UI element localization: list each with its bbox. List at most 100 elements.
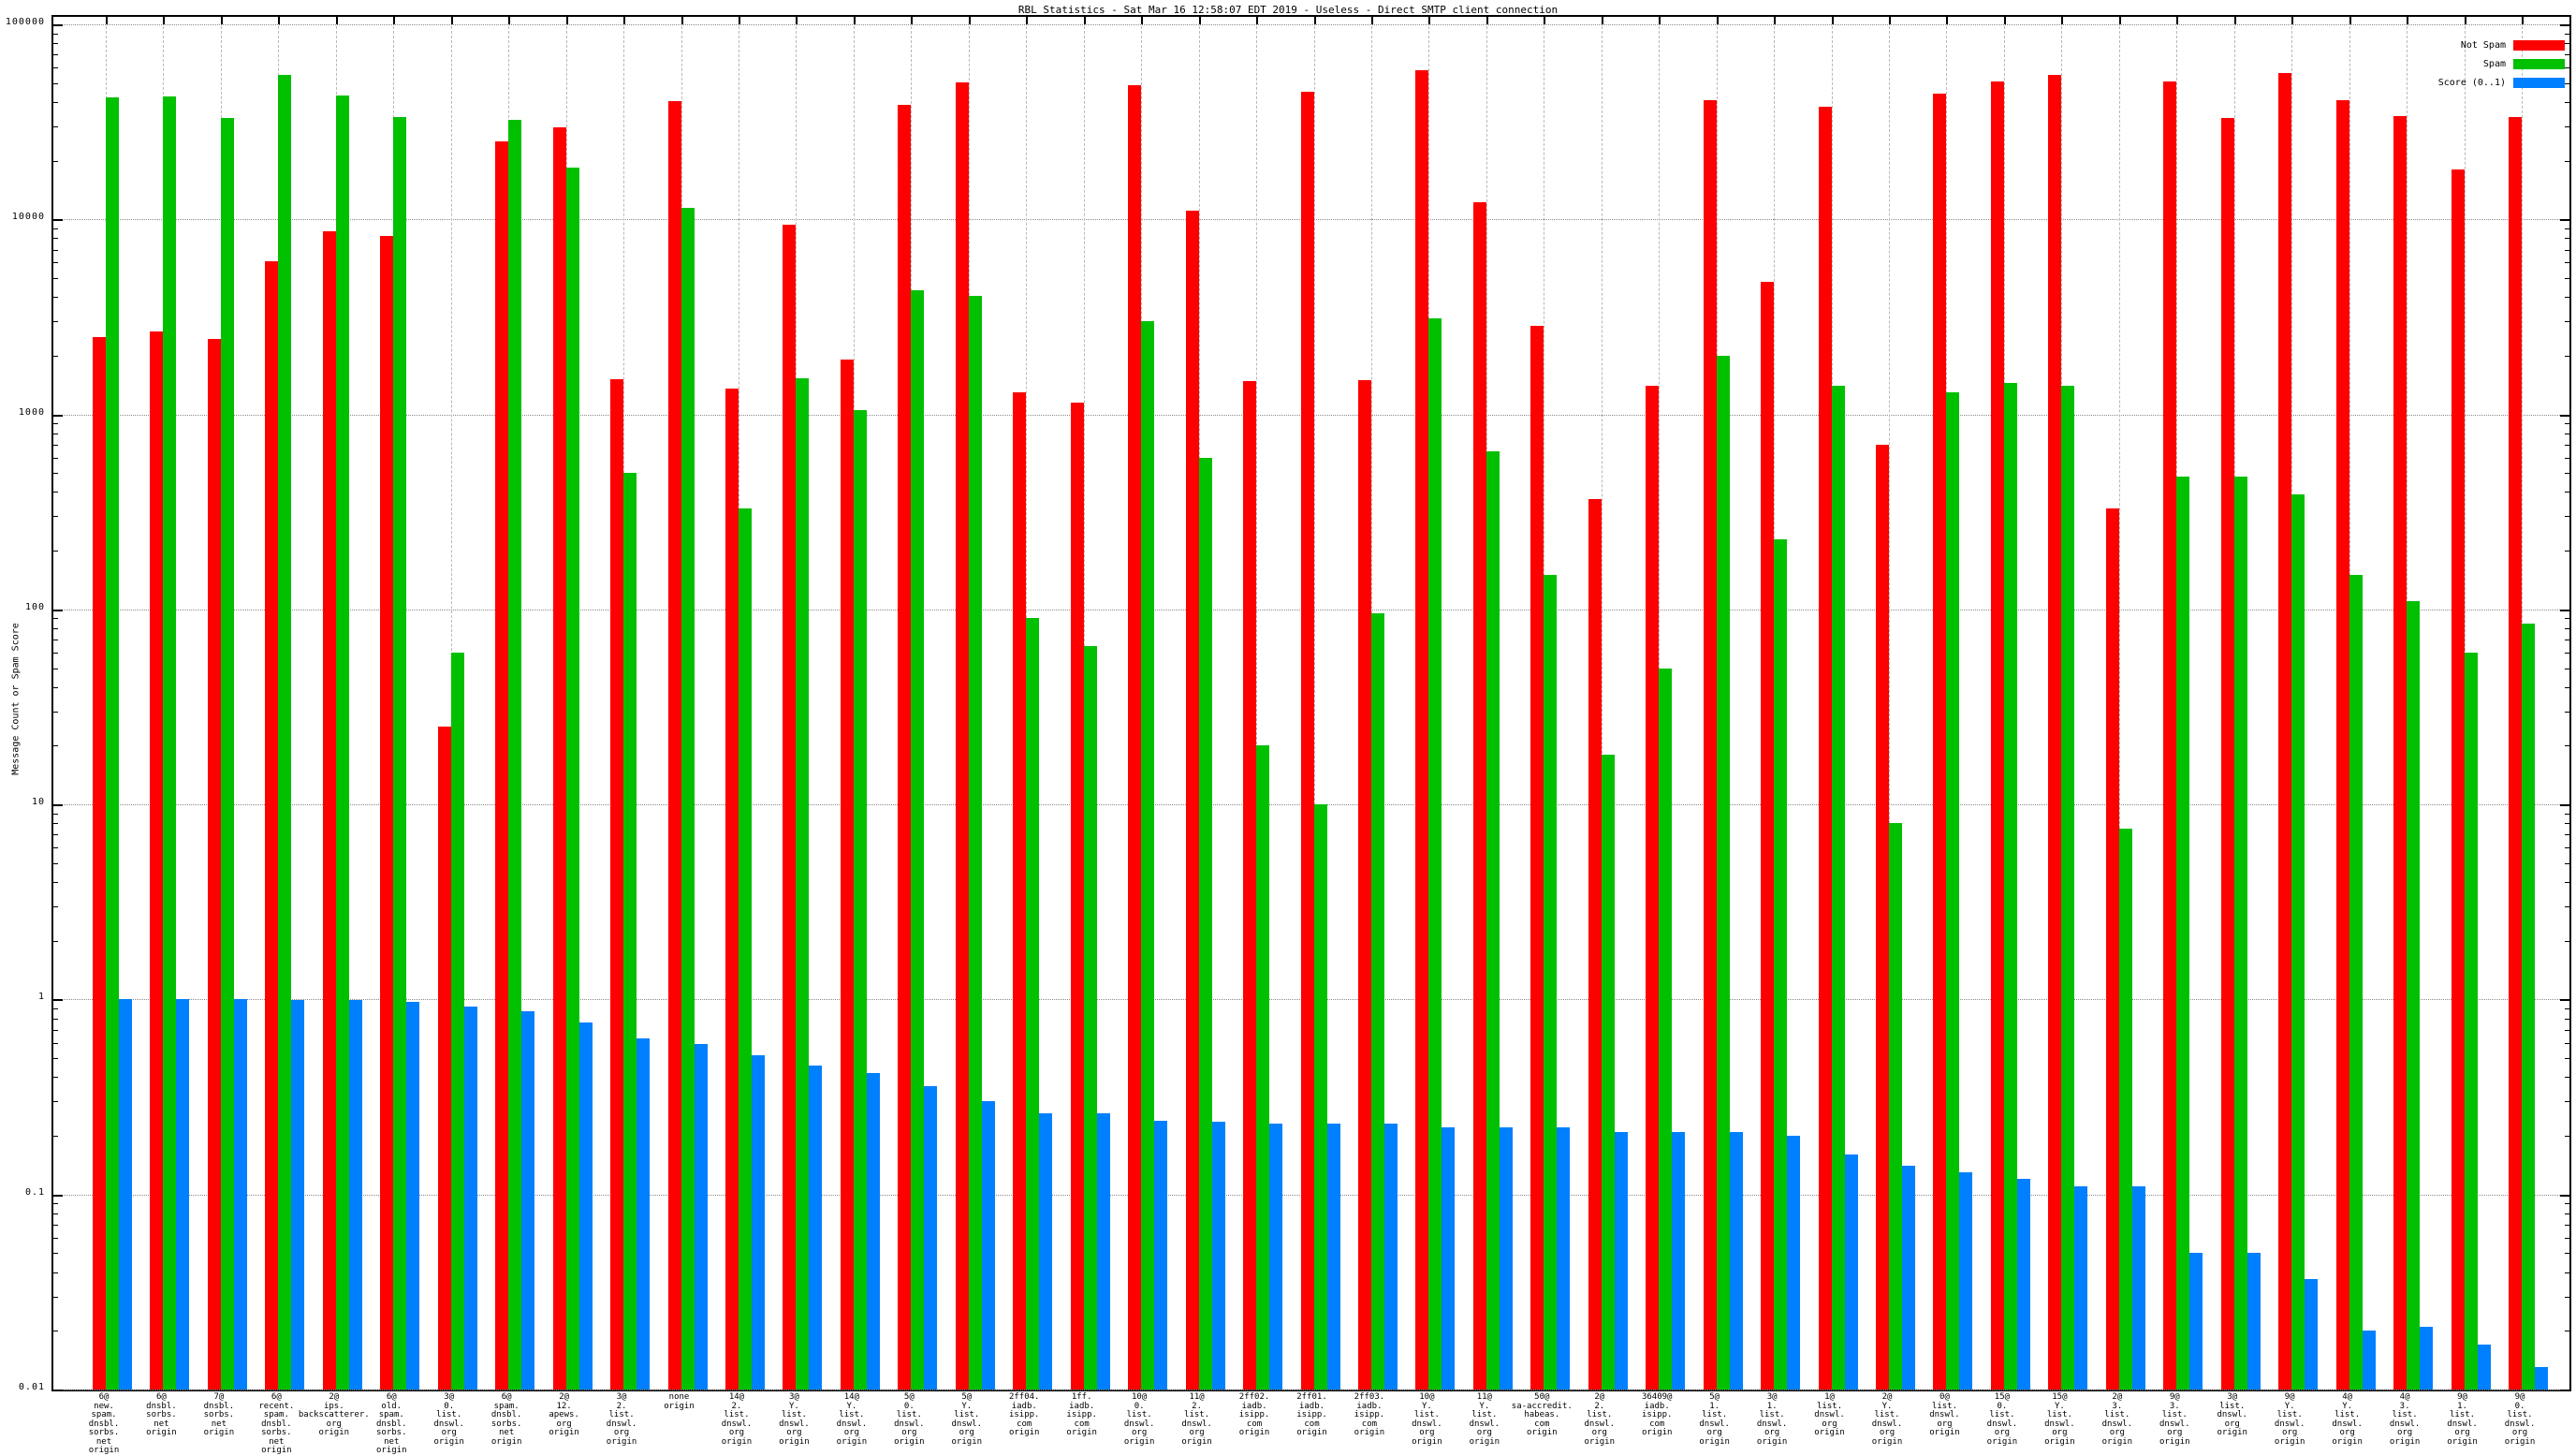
bar-score bbox=[521, 1011, 535, 1390]
y-minor-tick-right bbox=[2565, 1272, 2569, 1273]
y-minor-tick-right bbox=[2565, 1296, 2569, 1298]
bar-spam bbox=[1083, 645, 1097, 1390]
x-tick-top bbox=[1716, 17, 1719, 24]
y-minor-tick-right bbox=[2565, 1058, 2569, 1060]
x-tick-top bbox=[1774, 17, 1777, 24]
y-minor-tick-right bbox=[2565, 277, 2569, 279]
bar-score bbox=[2016, 1179, 2030, 1390]
bar-score bbox=[866, 1072, 880, 1390]
x-tick-label: 2@ Y. list. dnswl. org origin bbox=[1871, 1392, 1903, 1447]
y-minor-tick-left bbox=[53, 1029, 58, 1031]
legend-swatch bbox=[2513, 39, 2565, 51]
x-tick-top bbox=[1198, 17, 1201, 24]
bar-not-spam bbox=[2163, 81, 2177, 1390]
bar-not-spam bbox=[2278, 73, 2292, 1390]
legend-item-label: Score (0..1) bbox=[2437, 77, 2506, 88]
bar-spam bbox=[623, 473, 637, 1390]
y-minor-tick-left bbox=[53, 321, 58, 323]
y-minor-tick-right bbox=[2565, 711, 2569, 713]
y-minor-tick-right bbox=[2565, 1213, 2569, 1214]
bar-spam bbox=[681, 207, 695, 1390]
bar-not-spam bbox=[1761, 281, 1775, 1390]
y-minor-tick-right bbox=[2565, 1042, 2569, 1044]
y-major-tick-right bbox=[2560, 1389, 2569, 1391]
bar-spam bbox=[220, 118, 234, 1390]
bar-score bbox=[981, 1101, 995, 1390]
y-minor-tick-right bbox=[2565, 67, 2569, 69]
bar-not-spam bbox=[1415, 70, 1429, 1390]
bar-score bbox=[1211, 1122, 1225, 1390]
y-minor-tick-right bbox=[2565, 249, 2569, 251]
x-tick-top bbox=[796, 17, 798, 24]
x-tick-label: 6@ dnsbl. sorbs. net origin bbox=[146, 1392, 177, 1437]
x-tick-top bbox=[2118, 17, 2121, 24]
y-minor-tick-right bbox=[2565, 33, 2569, 35]
x-tick-top bbox=[2061, 17, 2064, 24]
y-minor-tick-left bbox=[53, 238, 58, 240]
y-minor-tick-left bbox=[53, 457, 58, 459]
y-major-tick-left bbox=[53, 804, 63, 807]
y-minor-tick-left bbox=[53, 249, 58, 251]
y-minor-tick-left bbox=[53, 847, 58, 849]
y-minor-tick-right bbox=[2565, 54, 2569, 56]
bar-score bbox=[578, 1022, 593, 1390]
bar-not-spam bbox=[1070, 402, 1084, 1390]
y-minor-tick-left bbox=[53, 1101, 58, 1103]
y-minor-tick-left bbox=[53, 1058, 58, 1060]
bar-spam bbox=[1256, 745, 1270, 1390]
y-minor-tick-right bbox=[2565, 238, 2569, 240]
y-minor-tick-left bbox=[53, 54, 58, 56]
y-minor-tick-left bbox=[53, 160, 58, 162]
bar-score bbox=[1442, 1127, 1456, 1390]
y-minor-tick-left bbox=[53, 516, 58, 518]
x-tick-top bbox=[1141, 17, 1144, 24]
y-minor-tick-right bbox=[2565, 1224, 2569, 1226]
y-minor-tick-right bbox=[2565, 321, 2569, 323]
legend: Not Spam Spam Score (0..1) bbox=[2438, 36, 2565, 92]
bar-not-spam bbox=[2105, 507, 2119, 1390]
bar-spam bbox=[2407, 601, 2421, 1390]
x-tick-label: 1ff. iadb. isipp. com origin bbox=[1066, 1392, 1097, 1437]
bar-spam bbox=[508, 119, 522, 1390]
bar-score bbox=[2535, 1367, 2548, 1390]
bar-not-spam bbox=[207, 338, 221, 1390]
y-minor-tick-right bbox=[2565, 516, 2569, 518]
y-minor-tick-right bbox=[2565, 906, 2569, 908]
y-minor-tick-right bbox=[2565, 1203, 2569, 1205]
bar-spam bbox=[2522, 623, 2535, 1390]
legend-item-label: Not Spam bbox=[2460, 39, 2506, 51]
x-tick-top bbox=[1544, 17, 1546, 24]
y-minor-tick-left bbox=[53, 355, 58, 357]
y-minor-tick-left bbox=[53, 101, 58, 103]
y-minor-tick-right bbox=[2565, 43, 2569, 45]
x-tick-label: 2@ 3. list. dnswl. org origin bbox=[2101, 1392, 2133, 1447]
bar-spam bbox=[163, 96, 177, 1390]
y-minor-tick-left bbox=[53, 906, 58, 908]
bar-score bbox=[1096, 1113, 1110, 1390]
x-tick-label: 2ff02. iadb. isipp. com origin bbox=[1238, 1392, 1270, 1437]
bar-score bbox=[348, 1000, 362, 1390]
x-tick-top bbox=[911, 17, 914, 24]
y-major-tick-left bbox=[53, 1389, 63, 1391]
bar-score bbox=[406, 1002, 420, 1390]
x-tick-top bbox=[1083, 17, 1086, 24]
bar-score bbox=[1557, 1127, 1571, 1390]
x-tick-top bbox=[1313, 17, 1316, 24]
bar-spam bbox=[1774, 538, 1788, 1390]
x-tick-top bbox=[220, 17, 223, 24]
x-tick-label: 0@ list. dnswl. org origin bbox=[1929, 1392, 1960, 1437]
bar-not-spam bbox=[93, 336, 106, 1390]
y-minor-tick-left bbox=[53, 1007, 58, 1009]
bar-score bbox=[809, 1065, 823, 1390]
y-minor-tick-left bbox=[53, 823, 58, 825]
x-tick-top bbox=[853, 17, 856, 24]
x-tick-top bbox=[106, 17, 108, 24]
y-minor-tick-left bbox=[53, 711, 58, 713]
y-major-tick-right bbox=[2560, 804, 2569, 807]
y-tick-label: 0.1 bbox=[24, 1186, 45, 1198]
y-minor-tick-left bbox=[53, 33, 58, 35]
x-tick-label: 2@ 12. apews. org origin bbox=[549, 1392, 579, 1437]
y-minor-tick-right bbox=[2565, 882, 2569, 883]
y-minor-tick-right bbox=[2565, 444, 2569, 446]
x-tick-top bbox=[2233, 17, 2236, 24]
